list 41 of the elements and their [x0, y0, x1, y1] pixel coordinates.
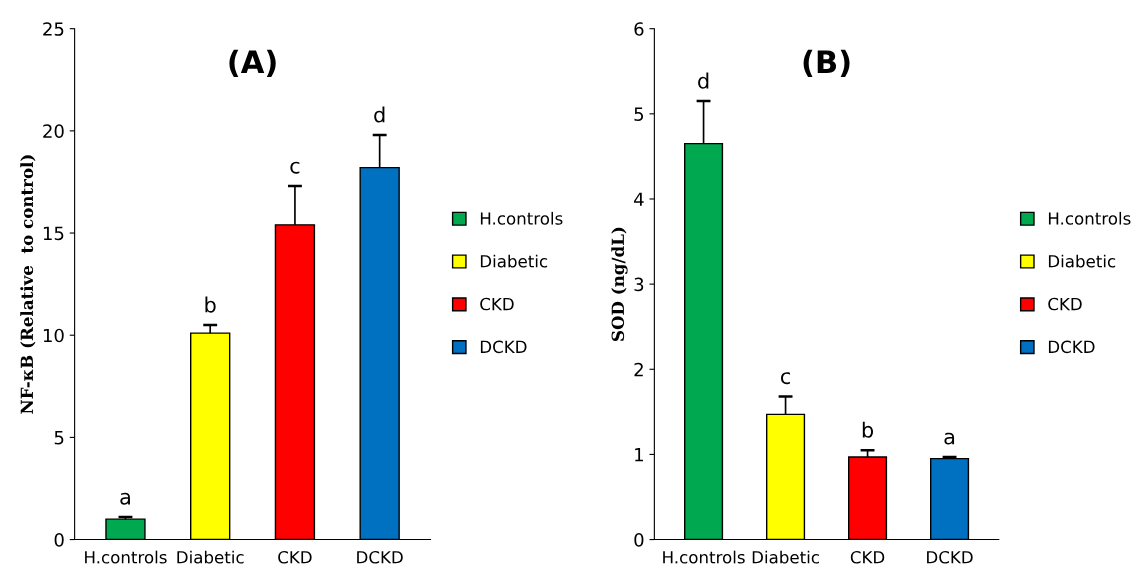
legend-label: DCKD	[480, 340, 527, 354]
legend-label: H.controls	[1048, 211, 1131, 225]
x-tick-label: DCKD	[927, 550, 973, 564]
y-axis-title: SOD (ng/dL)	[611, 227, 628, 341]
x-tick-label: CKD	[850, 550, 885, 564]
y-tick-label: 25	[43, 22, 64, 36]
y-tick-label: 6	[634, 22, 644, 36]
text: (A)	[229, 49, 276, 77]
x-tick-label: Diabetic	[752, 550, 819, 564]
y-tick-label: 15	[43, 226, 64, 241]
y-tick-label: 0	[634, 533, 644, 547]
annotation: a	[944, 432, 955, 445]
annotation: b	[862, 421, 874, 438]
y-tick-label: 1	[635, 448, 643, 462]
legend-label: CKD	[1048, 297, 1082, 311]
y-tick-label: 4	[634, 192, 644, 206]
y-tick-label: 5	[54, 431, 64, 445]
legend-label: DCKD	[1048, 340, 1095, 354]
annotation: d	[698, 72, 709, 89]
y-tick-label: 2	[634, 362, 643, 377]
y-tick-label: 3	[634, 277, 644, 292]
y-tick-label: 10	[43, 328, 64, 343]
annotation: c	[290, 161, 300, 174]
annotation: b	[205, 296, 216, 313]
legend-label: CKD	[480, 297, 514, 311]
y-axis-title: NF-κB (Relative to control)	[20, 155, 36, 414]
x-tick-label: H.controls	[85, 550, 167, 564]
legend-label: Diabetic	[1048, 254, 1116, 268]
x-tick-label: DCKD	[357, 550, 403, 564]
y-tick-label: 5	[634, 107, 644, 121]
y-tick-label: 0	[54, 533, 64, 547]
y-tick-label: 20	[43, 124, 64, 138]
annotation: a	[120, 492, 130, 505]
x-tick-label: H.controls	[663, 550, 745, 564]
legend-label: Diabetic	[480, 254, 548, 268]
annotation: c	[780, 372, 790, 385]
x-tick-label: Diabetic	[177, 550, 244, 564]
x-tick-label: CKD	[278, 550, 312, 564]
legend-label: H.controls	[480, 211, 563, 225]
text: (B)	[803, 49, 850, 77]
annotation: d	[374, 106, 385, 123]
